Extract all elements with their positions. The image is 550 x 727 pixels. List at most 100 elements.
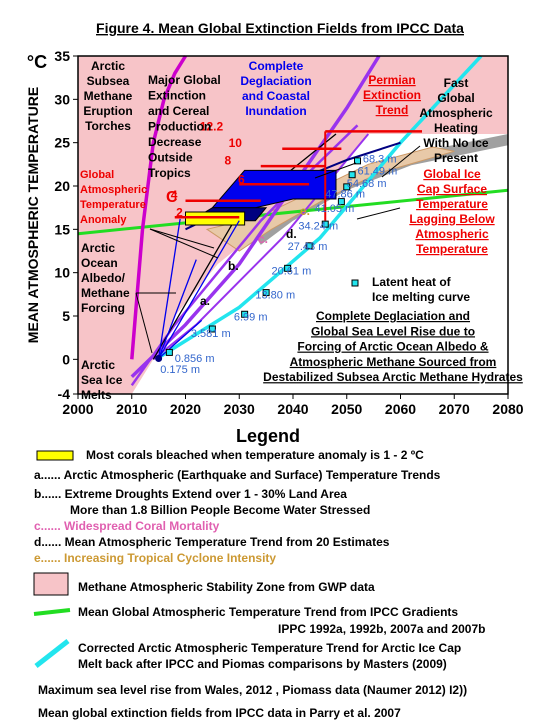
x-tick-label-2080: 2080 <box>492 401 523 417</box>
anomaly-label-4: 10 <box>229 136 243 150</box>
grey-band <box>255 134 508 245</box>
legend-row: Maximum sea level rise from Wales, 2012 … <box>38 683 467 697</box>
y-axis-unit: °C <box>27 52 47 72</box>
legend-row: Mean global extinction fields from IPCC … <box>38 706 401 720</box>
sea-level-marker-4 <box>284 264 292 272</box>
sea-level-marker-8 <box>343 183 351 191</box>
chart-title: Figure 4. Mean Global Extinction Fields … <box>96 20 464 36</box>
x-tick-label-2060: 2060 <box>385 401 416 417</box>
sea-level-marker-10 <box>354 157 361 165</box>
legend-text: More than 1.8 Billion People Become Wate… <box>70 503 371 517</box>
y-tick-label--4: -4 <box>58 386 71 402</box>
sea-level-marker-1 <box>208 325 216 333</box>
legend-row: b...... Extreme Droughts Extend over 1 -… <box>34 487 347 501</box>
annotation-global_atm_anomaly: Global Atmospheric Temperature Anomaly <box>80 169 147 226</box>
leader-line-5 <box>314 162 357 179</box>
axes: 2000 2010 2020 2030 2040 2050 2060 2070 20803530… <box>54 48 523 417</box>
legend-green-line <box>33 608 71 616</box>
legend-text: Mean global extinction fields from IPCC … <box>38 706 401 720</box>
annotation-c_marker: C <box>166 189 178 206</box>
sea-level-marker-0 <box>165 348 173 356</box>
sea-level-label-1: 3.581 m <box>191 328 231 340</box>
sea-level-label-3: 13.80 m <box>255 290 295 302</box>
marks-layer: 0.856 m 3.581 m6.99 m 13.80 m 20.61 m 27.43 … <box>155 120 422 376</box>
annotation-latent_heat: Latent heat of Ice melting curve <box>372 275 470 304</box>
y-tick-label-30: 30 <box>54 91 70 107</box>
forcing-line-1 <box>158 220 240 359</box>
forcing-line-2 <box>158 319 203 359</box>
x-tick-label-2000: 2000 <box>62 401 93 417</box>
sea-level-label-11: 68.3 m <box>363 154 397 166</box>
legend-text: Corrected Arctic Atmospheric Temperature… <box>78 641 462 655</box>
sea-level-label-6: 34.24 m <box>298 220 338 232</box>
annotation-arctic_sea_ice: Arctic Sea Ice Melts <box>81 358 123 402</box>
annotation-label_d: d. <box>286 227 297 241</box>
x-tick-label-2020: 2020 <box>170 401 201 417</box>
sea-level-marker-7 <box>337 198 345 206</box>
legend-row: c...... Widespread Coral Mortality <box>34 519 219 533</box>
legend-text: Maximum sea level rise from Wales, 2012 … <box>38 683 468 697</box>
annotation-label_a: a. <box>200 294 210 308</box>
leader-line-4 <box>381 145 421 178</box>
x-tick-label-2030: 2030 <box>224 401 255 417</box>
anomaly-label-1: 4 <box>171 188 178 202</box>
legend-row: Melt back after IPCC and Piomas comparis… <box>78 657 447 671</box>
leader-line-6 <box>356 207 401 220</box>
annotation-complete_deglaciation: Complete Deglaciation and Coastal Inundatio… <box>240 59 311 118</box>
legend-row: d...... Mean Atmospheric Temperature Tre… <box>34 535 389 549</box>
sea-level-label-0: 0.856 m <box>175 353 215 365</box>
legend-row: Mean Global Atmospheric Temperature Tren… <box>78 605 458 619</box>
annotation-major_global: Major Global Extinction and Cereal Producti… <box>148 73 221 180</box>
anomaly-label-3: 8 <box>225 153 232 167</box>
plot-area: 0.856 m 3.581 m6.99 m 13.80 m 20.61 m 27.43 … <box>77 54 509 395</box>
sea-level-label-8: 47.86 m <box>325 188 365 200</box>
annotation-label_e: e. <box>300 204 310 218</box>
sea-level-marker-2 <box>241 310 249 318</box>
latent-heat-marker <box>351 279 359 287</box>
legend-row: Most corals bleached when temperature an… <box>86 448 424 462</box>
annotation-fast_global: Fast Global Atmospheric Heating With No Ice P… <box>419 76 493 165</box>
series-line-1 <box>157 54 483 360</box>
anomaly-label-5: 12.2 <box>200 120 224 134</box>
legend-row: Corrected Arctic Atmospheric Temperature… <box>78 641 461 655</box>
legend-heading: Legend <box>236 426 300 446</box>
legend-key: b...... <box>34 487 62 501</box>
anomaly-label-0: 2 <box>176 205 183 219</box>
y-tick-label-10: 10 <box>54 265 70 281</box>
leader-line-1 <box>149 228 219 259</box>
legend-row: a...... Arctic Atmospheric (Earthquake a… <box>34 468 440 482</box>
forcing-line-3 <box>158 259 197 359</box>
origin-point <box>155 354 163 362</box>
sea-level-label-5: 27.43 m <box>288 241 328 253</box>
sea-level-label-4: 20.61 m <box>272 265 312 277</box>
legend-text: Increasing Tropical Cyclone Intensity <box>60 551 277 565</box>
x-tick-label-2010: 2010 <box>116 401 147 417</box>
annotation-complete_global: Complete Deglaciation and Global Sea Leve… <box>263 309 523 384</box>
legend-text: IPPC 1992a, 1992b, 2007a and 2007b <box>278 622 486 636</box>
sea-level-marker-3 <box>262 289 270 297</box>
legend-text: Mean Global Atmospheric Temperature Tren… <box>78 605 459 619</box>
legend-text: Melt back after IPCC and Piomas comparis… <box>78 657 447 671</box>
legend-key: c...... <box>34 519 61 533</box>
annotation-global_ice_cap: Global Ice Cap Surface Temperature Lagging … <box>409 167 495 256</box>
y-tick-label-5: 5 <box>62 308 70 324</box>
legend-text: Arctic Atmospheric (Earthquake and Surfa… <box>60 468 441 482</box>
sea-level-label-9: 54.68 m <box>347 178 387 190</box>
series-line-0 <box>77 188 509 236</box>
legend-key: a...... <box>34 468 61 482</box>
sea-level-marker-6 <box>321 220 329 228</box>
sea-level-marker-9 <box>348 171 356 179</box>
sea-level-marker-5 <box>305 242 313 250</box>
annotation-permian: Permian Extinction Trend <box>363 73 421 117</box>
legend-row: e...... Increasing Tropical Cyclone Inte… <box>34 551 276 565</box>
legend-text: Mean Atmospheric Temperature Trend from … <box>61 535 390 549</box>
leader-line-0 <box>149 228 215 249</box>
annotation-label_b: b. <box>228 259 239 273</box>
forcing-line-0 <box>157 218 181 359</box>
legend-row: More than 1.8 Billion People Become Wate… <box>70 503 370 517</box>
legend-key: d...... <box>34 535 62 549</box>
y-tick-label-0: 0 <box>62 351 70 367</box>
legend-symbols <box>33 450 74 668</box>
y-tick-label-15: 15 <box>54 221 70 237</box>
